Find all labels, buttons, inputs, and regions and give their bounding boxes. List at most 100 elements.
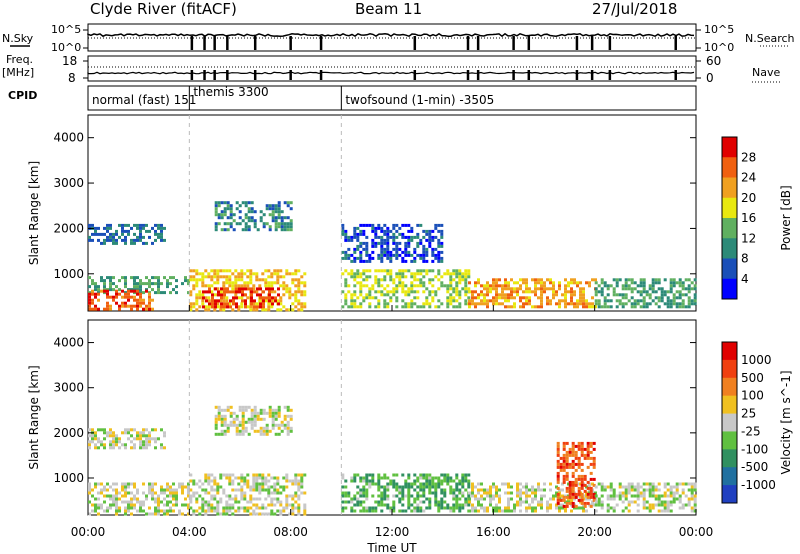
- echo-band-6: [556, 441, 596, 508]
- colorbar-swatch-1-3: [722, 395, 737, 415]
- y-tick-label-0-3: 4000: [53, 131, 84, 145]
- colorbar-label-0: Power [dB]: [779, 185, 793, 250]
- freq-tick-top: 18: [62, 54, 77, 68]
- x-tick-label-4: 16:00: [476, 525, 511, 539]
- colorbar-label-1: Velocity [m s^-1]: [779, 370, 793, 474]
- colorbar-tick-1-2: 100: [741, 389, 764, 403]
- nave-tick-bottom: 0: [706, 71, 714, 85]
- nsearch-tick-top: 10^5: [704, 23, 734, 36]
- colorbar-tick-0-5: 24: [741, 171, 756, 185]
- x-tick-label-2: 08:00: [273, 525, 308, 539]
- colorbar-swatch-1-0: [722, 342, 737, 361]
- colorbar-tick-1-3: 25: [741, 407, 756, 421]
- echo-band-5: [214, 201, 293, 232]
- echo-band-0: [88, 223, 166, 245]
- beam-title: Beam 11: [355, 0, 422, 18]
- y-tick-label-1-1: 2000: [53, 426, 84, 440]
- x-tick-label-5: 20:00: [577, 525, 612, 539]
- echo-band-8: [341, 223, 444, 263]
- cpid-mode-2: twofsound (1-min) -3505: [345, 93, 494, 107]
- colorbar-tick-0-6: 28: [741, 150, 756, 164]
- freq-tick-bottom: 8: [68, 71, 76, 85]
- colorbar-swatch-0-3: [722, 197, 737, 219]
- colorbar-swatch-0-0: [722, 137, 737, 158]
- y-tick-label-1-3: 4000: [53, 336, 84, 350]
- colorbar-tick-1-7: -1000: [741, 478, 776, 492]
- nsearch-tick-bottom: 10^0: [704, 41, 734, 54]
- echo-band-7: [594, 482, 697, 513]
- freq-trace: [87, 66, 696, 80]
- nsky-panel: N.Sky 10^5 10^0 10^5 10^0 N.Search: [2, 23, 795, 54]
- x-axis-label: Time UT: [366, 541, 417, 554]
- nsky-tick-bottom: 10^0: [51, 41, 81, 54]
- x-tick-label-3: 12:00: [375, 525, 410, 539]
- echo-band-1: [88, 276, 190, 295]
- x-tick-label-6: 00:00: [679, 525, 714, 539]
- nsky-line: [87, 32, 695, 38]
- nsky-trace: [87, 32, 696, 50]
- colorbar-swatch-1-4: [722, 413, 737, 432]
- power-panel: 1000 2000 3000 4000 Slant Range [km] 4 8 12 16 20…: [27, 114, 793, 312]
- freq-frame: [87, 55, 697, 82]
- colorbar-swatch-0-2: [722, 177, 737, 199]
- freq-line: [87, 71, 695, 75]
- colorbar-tick-1-0: 1000: [741, 353, 772, 367]
- velocity-panel: 1000 2000 3000 4000 Slant Range [km] 1000 500 1…: [27, 319, 793, 516]
- colorbar-swatch-1-5: [722, 431, 737, 450]
- colorbar-frame-1: [721, 341, 738, 504]
- date-title: 27/Jul/2018: [592, 0, 677, 18]
- echo-band-3: [214, 405, 293, 436]
- colorbar-swatch-1-6: [722, 449, 737, 468]
- nave-tick-top: 60: [706, 54, 721, 68]
- echo-band-4: [341, 473, 471, 513]
- cpid-mode-0: normal (fast) 151: [92, 93, 196, 107]
- colorbar-swatch-1-2: [722, 377, 737, 397]
- colorbar-tick-0-4: 20: [741, 191, 756, 205]
- nave-label: Nave: [752, 66, 780, 79]
- freq-label-1: Freq.: [6, 53, 33, 66]
- echo-band-2: [88, 289, 154, 311]
- y-axis-label-1: Slant Range [km]: [27, 365, 41, 469]
- echo-band-1: [88, 482, 190, 516]
- colorbar-swatch-0-6: [722, 258, 737, 280]
- colorbar-tick-1-1: 500: [741, 371, 764, 385]
- x-tick-label-0: 00:00: [71, 525, 106, 539]
- echo-band-2: [189, 473, 307, 516]
- echo-band-7: [468, 278, 597, 309]
- colorbar-swatch-0-7: [722, 278, 737, 300]
- nsky-label: N.Sky: [2, 32, 34, 45]
- y-tick-label-0-0: 1000: [53, 267, 84, 281]
- colorbar-tick-0-1: 8: [741, 252, 749, 266]
- colorbar-tick-0-3: 16: [741, 211, 756, 225]
- colorbar-tick-1-4: -25: [741, 424, 761, 438]
- cpid-label: CPID: [8, 89, 37, 102]
- y-tick-label-0-1: 2000: [53, 221, 84, 235]
- colorbar-tick-1-6: -500: [741, 460, 768, 474]
- nsearch-label: N.Search: [745, 32, 795, 45]
- y-tick-label-1-2: 3000: [53, 381, 84, 395]
- colorbar-tick-1-5: -100: [741, 442, 768, 456]
- cpid-frame: [87, 85, 697, 111]
- colorbar-swatch-0-5: [722, 238, 737, 259]
- freq-panel: Freq. [MHz] 18 8 60 0 Nave: [2, 53, 782, 85]
- colorbar-tick-0-0: 4: [741, 272, 749, 286]
- freq-label-2: [MHz]: [2, 66, 34, 79]
- nsky-tick-top: 10^5: [51, 23, 81, 36]
- colorbar-swatch-0-4: [722, 218, 737, 239]
- colorbar-swatch-1-8: [722, 485, 737, 504]
- colorbar-tick-0-2: 12: [741, 231, 756, 245]
- y-axis-label-0: Slant Range [km]: [27, 161, 41, 265]
- echo-band-9: [594, 278, 697, 309]
- time-axis: 00:00 04:00 08:00 12:00 16:00 20:00 00:00: [71, 305, 714, 539]
- x-tick-label-1: 04:00: [172, 525, 207, 539]
- colorbar-swatch-0-1: [722, 157, 737, 178]
- colorbar-frame-0: [721, 136, 738, 300]
- cpid-mode-1: themis 3300: [193, 85, 268, 99]
- y-tick-label-1-0: 1000: [53, 471, 84, 485]
- echo-band-0: [88, 428, 166, 450]
- echo-band-4: [202, 287, 280, 309]
- colorbar-swatch-1-7: [722, 467, 737, 486]
